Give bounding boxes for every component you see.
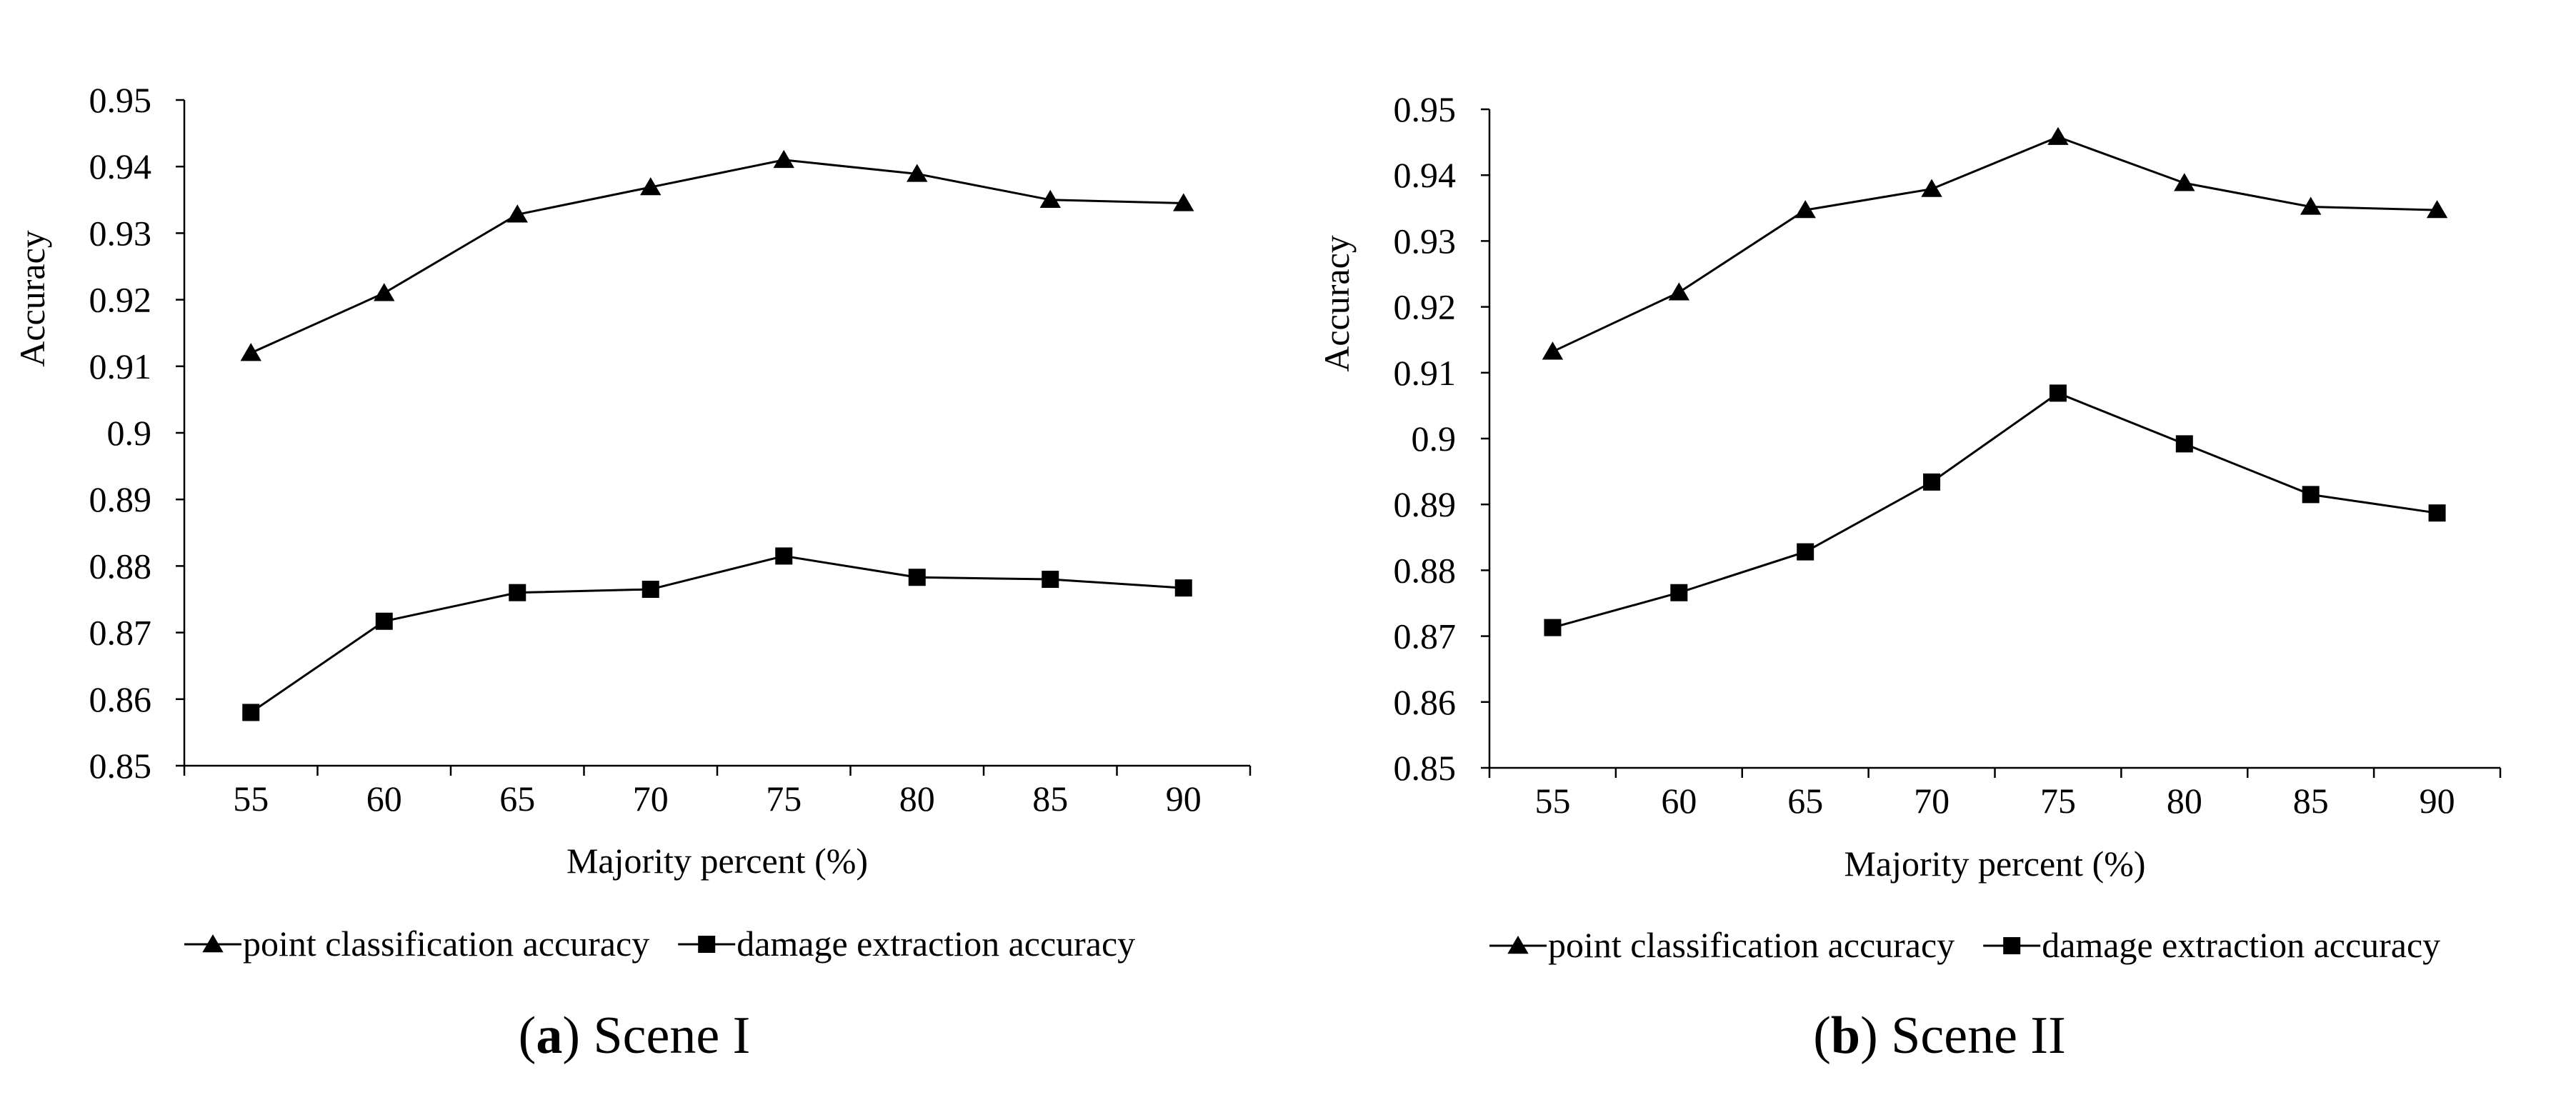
caption-letter: a	[536, 1006, 562, 1065]
x-tick-label: 70	[633, 779, 669, 819]
legend-marker-damage-extraction	[2003, 937, 2021, 954]
data-point-point-classification	[907, 164, 928, 182]
x-tick-label: 60	[1661, 781, 1697, 821]
data-point-point-classification	[2174, 173, 2195, 191]
y-tick-label: 0.92	[1394, 287, 1457, 327]
x-tick-label: 55	[1534, 781, 1570, 821]
data-point-damage-extraction	[509, 584, 526, 601]
x-tick-label: 85	[2293, 781, 2329, 821]
data-point-damage-extraction	[1174, 579, 1192, 597]
data-point-damage-extraction	[1797, 543, 1814, 561]
data-point-damage-extraction	[641, 581, 659, 599]
data-point-damage-extraction	[1544, 619, 1562, 636]
caption-text: Scene II	[1891, 1006, 2065, 1065]
legend-label-damage-extraction: damage extraction accuracy	[2042, 925, 2440, 965]
data-point-point-classification	[1668, 282, 1690, 301]
x-tick-label: 55	[233, 779, 269, 819]
y-tick-label: 0.87	[1394, 616, 1457, 656]
x-tick-label: 60	[366, 779, 402, 819]
data-point-damage-extraction	[908, 569, 926, 586]
data-point-point-classification	[2426, 200, 2448, 219]
x-tick-label: 80	[899, 779, 935, 819]
caption-paren-open: (	[1813, 1006, 1831, 1065]
x-tick-label: 90	[2420, 781, 2455, 821]
data-point-damage-extraction	[2302, 486, 2320, 504]
legend-label-damage-extraction: damage extraction accuracy	[737, 924, 1135, 964]
caption-paren-close: )	[562, 1006, 593, 1065]
caption-paren-open: (	[519, 1006, 536, 1065]
data-point-damage-extraction	[2175, 435, 2193, 453]
legend-label-point-classification: point classification accuracy	[1548, 925, 1955, 965]
caption-paren-close: )	[1860, 1006, 1891, 1065]
x-axis-title: Majority percent (%)	[1844, 844, 2145, 884]
y-axis-title: Accuracy	[12, 230, 52, 367]
y-tick-label: 0.86	[1394, 682, 1457, 722]
x-tick-label: 90	[1166, 779, 1202, 819]
data-point-damage-extraction	[242, 704, 260, 721]
y-axis-title: Accuracy	[1317, 235, 1357, 372]
data-point-damage-extraction	[1670, 584, 1688, 601]
y-tick-label: 0.94	[1394, 155, 1457, 195]
data-point-point-classification	[1542, 341, 1564, 360]
data-point-damage-extraction	[775, 547, 793, 565]
x-tick-label: 65	[499, 779, 535, 819]
caption-text: Scene I	[593, 1006, 750, 1065]
legend-marker-damage-extraction	[698, 936, 716, 953]
figure-caption: (a) Scene I	[519, 1006, 751, 1065]
data-point-point-classification	[1921, 179, 1942, 197]
data-point-damage-extraction	[1923, 473, 1941, 491]
y-tick-label: 0.87	[89, 613, 152, 653]
data-point-damage-extraction	[1042, 571, 1059, 589]
x-tick-label: 75	[766, 779, 802, 819]
series-line-point-classification	[250, 159, 1184, 354]
y-tick-label: 0.91	[1394, 353, 1457, 393]
chart-scene-2: 0.85 0.86 0.87 0.88 0.89 0.9 0.91 0.92 0.93 0.94 0…	[1317, 89, 2502, 1065]
x-tick-label: 70	[1914, 781, 1950, 821]
data-point-point-classification	[506, 204, 528, 223]
data-point-damage-extraction	[375, 612, 393, 630]
x-tick-label: 85	[1032, 779, 1068, 819]
series-line-point-classification	[1552, 136, 2437, 353]
data-point-point-classification	[773, 149, 794, 169]
y-tick-label: 0.91	[89, 346, 152, 386]
x-tick-label: 80	[2167, 781, 2202, 821]
y-tick-label: 0.89	[1394, 484, 1457, 524]
y-tick-label: 0.86	[89, 679, 152, 719]
data-point-point-classification	[1794, 200, 1816, 219]
y-tick-label: 0.89	[89, 479, 152, 519]
data-point-point-classification	[1039, 189, 1061, 208]
y-tick-label: 0.88	[89, 546, 152, 586]
data-point-damage-extraction	[2049, 384, 2067, 402]
chart-scene-1: 0.85 0.86 0.87 0.88 0.89 0.9 0.91 0.92 0.93 0.94 0…	[12, 80, 1252, 1065]
y-tick-label: 0.93	[1394, 221, 1457, 261]
y-tick-label: 0.92	[89, 280, 152, 320]
series-line-damage-extraction	[250, 554, 1184, 714]
y-tick-label: 0.95	[89, 80, 152, 120]
x-tick-label: 75	[2040, 781, 2076, 821]
x-axis-title: Majority percent (%)	[566, 841, 868, 881]
y-tick-label: 0.85	[89, 746, 152, 786]
data-point-damage-extraction	[2428, 504, 2446, 522]
figure-caption: (b) Scene II	[1813, 1006, 2065, 1065]
y-tick-label: 0.93	[89, 213, 152, 253]
data-point-point-classification	[1173, 193, 1194, 211]
y-tick-label: 0.85	[1394, 748, 1457, 788]
x-tick-label: 65	[1787, 781, 1823, 821]
legend-marker-point-classification	[202, 934, 224, 953]
data-point-point-classification	[2300, 196, 2322, 215]
legend-label-point-classification: point classification accuracy	[243, 924, 649, 964]
y-tick-label: 0.94	[89, 146, 152, 186]
y-tick-label: 0.88	[1394, 550, 1457, 590]
y-tick-label: 0.9	[1412, 419, 1457, 459]
data-point-point-classification	[2047, 126, 2069, 145]
caption-letter: b	[1831, 1006, 1860, 1065]
legend-marker-point-classification	[1507, 936, 1529, 954]
y-tick-label: 0.9	[107, 413, 152, 453]
data-point-point-classification	[640, 177, 662, 196]
data-point-point-classification	[374, 283, 395, 301]
data-point-point-classification	[240, 343, 261, 361]
series-line-damage-extraction	[1552, 391, 2437, 629]
y-tick-label: 0.95	[1394, 89, 1457, 129]
